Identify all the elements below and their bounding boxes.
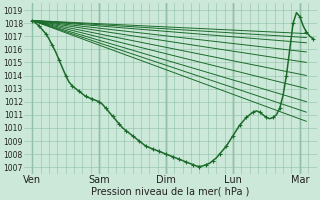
X-axis label: Pression niveau de la mer( hPa ): Pression niveau de la mer( hPa ) <box>91 187 250 197</box>
